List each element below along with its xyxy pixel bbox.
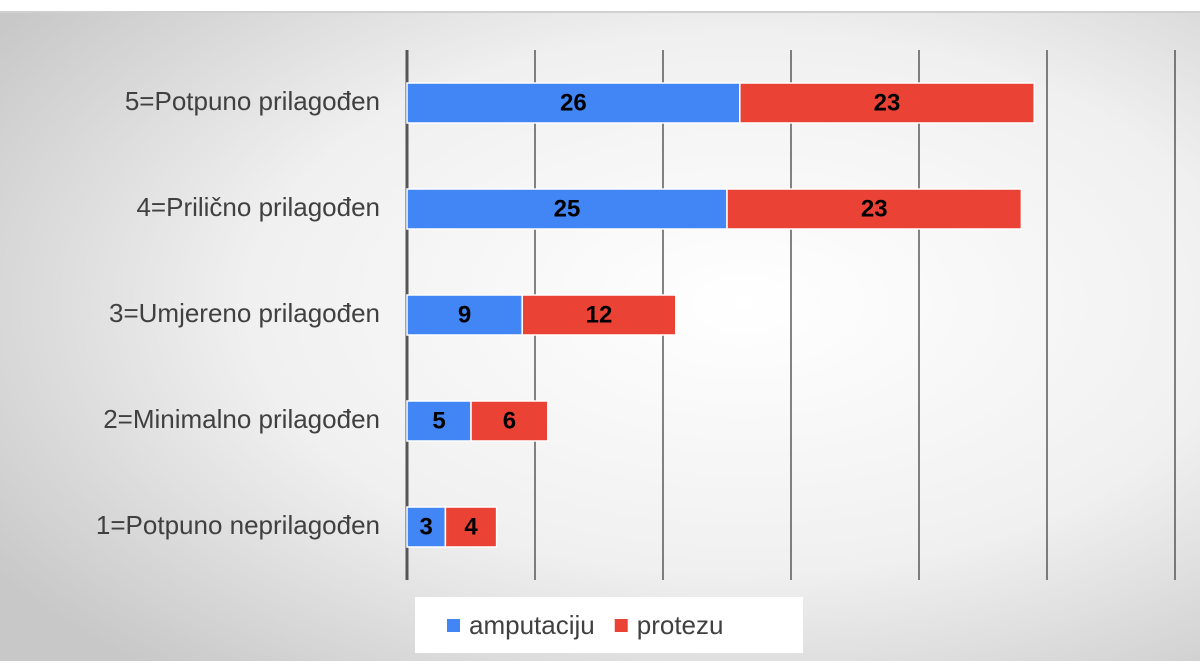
data-label: 23 <box>861 195 888 222</box>
bar-segment <box>444 506 498 548</box>
category-label: 2=Minimalno prilagođen <box>103 404 380 434</box>
legend-box <box>415 597 803 653</box>
legend-swatch <box>614 619 628 632</box>
category-label: 1=Potpuno neprilagođen <box>96 510 380 540</box>
legend-swatch <box>447 619 460 632</box>
category-label: 5=Potpuno prilagođen <box>125 86 380 116</box>
legend-label: amputaciju <box>469 610 595 640</box>
bar-segment <box>726 188 1023 230</box>
data-label: 26 <box>560 89 587 116</box>
category-label: 3=Umjereno prilagođen <box>109 298 380 328</box>
bar-segment <box>739 82 1035 124</box>
data-label: 6 <box>503 407 516 434</box>
data-label: 25 <box>554 195 581 222</box>
data-label: 4 <box>464 513 478 540</box>
data-label: 5 <box>432 407 445 434</box>
bar-segment <box>406 400 472 442</box>
data-label: 12 <box>586 301 613 328</box>
bar-segment <box>406 188 728 230</box>
category-label: 4=Prilično prilagođen <box>136 192 380 222</box>
data-label: 3 <box>420 513 433 540</box>
bar-segment <box>470 400 549 442</box>
data-label: 23 <box>874 89 901 116</box>
legend-label: protezu <box>637 610 724 640</box>
bar-segment <box>521 294 677 336</box>
data-label: 9 <box>458 301 471 328</box>
